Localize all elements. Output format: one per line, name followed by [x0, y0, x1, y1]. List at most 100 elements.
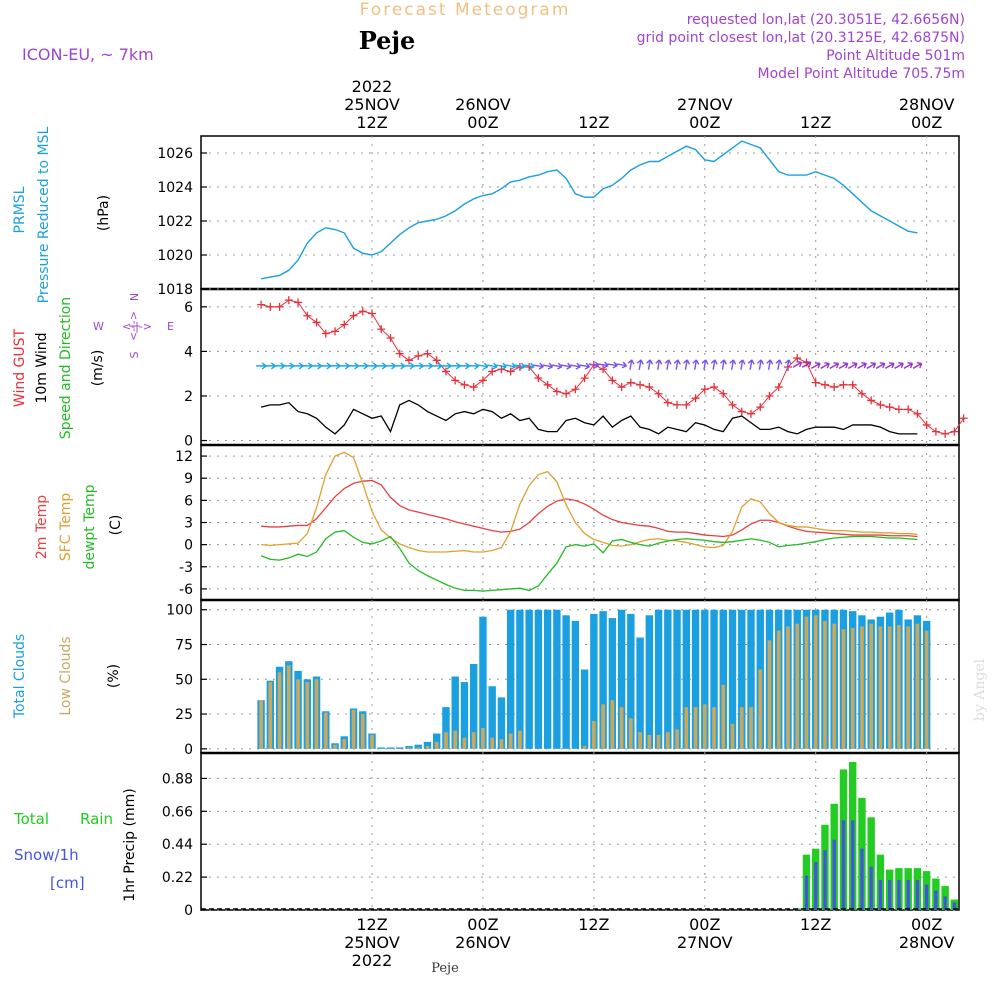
- gust-point: [626, 378, 635, 387]
- gust-point: [820, 380, 829, 389]
- total-cloud-bar: [423, 741, 432, 749]
- rain-bar: [867, 817, 875, 910]
- snow-label: Snow/1h: [14, 846, 79, 864]
- total-cloud-bar: [645, 615, 654, 749]
- low-cloud-bar: [684, 707, 689, 749]
- gust-point: [543, 380, 552, 389]
- gust-point: [506, 367, 515, 376]
- arrow-shape: [820, 362, 830, 369]
- gust-point: [857, 389, 866, 398]
- panel-frame-0: [200, 135, 960, 290]
- wind-direction-arrow: [320, 362, 332, 370]
- low-cloud-bar: [360, 714, 365, 749]
- low-cloud-bar: [314, 679, 319, 749]
- time-label: 00Z: [467, 113, 498, 132]
- arrow-shape: [775, 359, 783, 370]
- total-cloud-bar: [469, 663, 478, 749]
- low-cloud-bar: [739, 707, 744, 749]
- arrow-shape: [811, 362, 821, 369]
- arrow-shape: [579, 362, 591, 370]
- time-label: 25NOV: [344, 95, 400, 114]
- arrow-shape: [664, 359, 672, 370]
- snow-bar: [943, 896, 947, 910]
- total-cloud-bar: [654, 609, 663, 749]
- series-10m-wind: [260, 399, 918, 435]
- low-cloud-bar: [407, 747, 411, 749]
- low-cloud-bar: [749, 707, 753, 749]
- gust-point: [488, 367, 497, 376]
- arrow-shape: [912, 362, 923, 369]
- wind-direction-arrow: [903, 362, 914, 369]
- arrow-shape: [627, 359, 635, 370]
- wind-labels: Wind GUST 10m Wind Speed and Direction (…: [12, 293, 174, 439]
- arrow-shape: [330, 362, 341, 370]
- gust-point: [747, 409, 756, 418]
- low-cloud-bar: [702, 704, 707, 749]
- wind-direction-arrow: [848, 362, 858, 369]
- low-cloud-bar: [296, 679, 300, 749]
- time-label: 2022: [352, 77, 393, 96]
- gust-point: [839, 380, 848, 389]
- arrow-shape: [496, 362, 507, 370]
- wind-direction-arrow: [477, 362, 489, 370]
- gust-point: [460, 380, 469, 389]
- gust-point: [571, 385, 580, 394]
- low-cloud-bar: [675, 729, 679, 749]
- gust-point: [395, 349, 404, 358]
- wind-direction-arrow: [505, 362, 517, 370]
- time-label: 00Z: [467, 915, 498, 934]
- arrow-shape: [533, 362, 544, 370]
- gust-point: [904, 405, 913, 414]
- precip-unit: 1hr Precip (mm): [122, 788, 138, 901]
- wind-direction-arrow: [664, 359, 672, 370]
- arrow-shape: [274, 362, 285, 370]
- gust-point: [941, 429, 950, 438]
- arrow-shape: [320, 362, 332, 370]
- compass-n: N: [128, 293, 141, 301]
- total-cloud-bar: [562, 615, 570, 749]
- snow-bar: [934, 890, 938, 910]
- y-tick-label: 6: [184, 300, 193, 316]
- wind-direction-arrow: [422, 362, 433, 370]
- arrow-shape: [701, 359, 709, 370]
- arrow-shape: [875, 362, 886, 369]
- gust-point: [478, 376, 487, 385]
- gust-point: [719, 389, 728, 398]
- wind-direction-arrow: [701, 359, 709, 370]
- y-tick-label: 0: [184, 538, 193, 554]
- snow-bar: [906, 880, 910, 910]
- time-label: 12Z: [800, 113, 831, 132]
- wind-direction-arrow: [533, 362, 544, 370]
- gust-point: [414, 351, 423, 360]
- total-cloud-bar: [580, 669, 589, 749]
- gust-point: [599, 365, 608, 374]
- time-label: 00Z: [689, 113, 720, 132]
- y-tick-label: -3: [179, 560, 193, 576]
- wind-direction-arrow: [729, 359, 737, 370]
- wind-direction-arrow: [274, 362, 285, 370]
- compass-arrow-vertical: <-|->: [127, 311, 140, 341]
- pressure-unit: (hPa): [96, 195, 112, 231]
- arrow-shape: [311, 362, 322, 370]
- wind-direction-arrow: [468, 362, 480, 370]
- gust-point: [608, 376, 617, 385]
- arrow-shape: [636, 359, 644, 370]
- wind-direction-arrow: [570, 362, 581, 370]
- gust-point: [404, 356, 413, 365]
- total-cloud-bar: [479, 616, 487, 749]
- wind-direction-arrow: [394, 362, 406, 370]
- low-cloud-bar: [425, 746, 430, 749]
- wind-direction-arrow: [496, 362, 507, 370]
- wind-direction-arrow: [598, 361, 609, 369]
- arrow-shape: [710, 359, 718, 370]
- low-cloud-bar: [897, 625, 901, 749]
- y-tick-label: 3: [184, 516, 193, 532]
- low-cloud-bar: [490, 737, 495, 749]
- gust-point: [663, 398, 672, 407]
- arrow-shape: [766, 359, 774, 370]
- gust-point: [358, 307, 367, 316]
- gust-point: [830, 383, 839, 392]
- gust-point: [636, 380, 645, 389]
- y-tick-label: 1024: [157, 180, 193, 196]
